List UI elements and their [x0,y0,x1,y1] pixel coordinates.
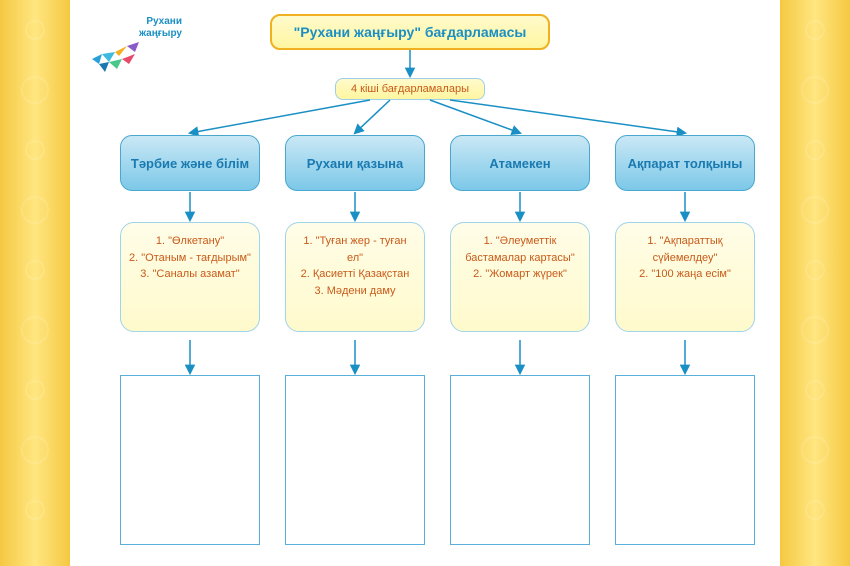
branch-box-1: Рухани қазына [285,135,425,191]
branch-box-0: Тәрбие және білім [120,135,260,191]
list-item: 1. "Әлеуметтік бастамалар картасы" [459,233,581,266]
subtitle-box: 4 кіші бағдарламалары [335,78,485,100]
detail-box-3: 1. "Ақпараттық сүйемелдеу" 2. "100 жаңа … [615,222,755,332]
empty-box-0 [120,375,260,545]
list-item: 2. Қасиетті Қазақстан [294,266,416,283]
list-item: 1. "Туған жер - туған ел" [294,233,416,266]
detail-box-0: 1. "Өлкетану" 2. "Отаным - тағдырым" 3. … [120,222,260,332]
diagram-content: Руханижаңғыру "Рухани жаңғыру" бағдарлам… [70,0,780,566]
ornament-left [0,0,70,566]
detail-box-2: 1. "Әлеуметтік бастамалар картасы" 2. "Ж… [450,222,590,332]
list-item: 1. "Өлкетану" [129,233,251,250]
list-item: 3. Мәдени даму [294,283,416,300]
list-item: 1. "Ақпараттық сүйемелдеу" [624,233,746,266]
list-item: 2. "100 жаңа есім" [624,266,746,283]
empty-box-3 [615,375,755,545]
branch-box-2: Атамекен [450,135,590,191]
logo: Руханижаңғыру [82,14,182,84]
ornament-right [780,0,850,566]
bird-icon [87,34,142,79]
detail-box-1: 1. "Туған жер - туған ел" 2. Қасиетті Қа… [285,222,425,332]
logo-text: Руханижаңғыру [139,16,182,40]
empty-box-2 [450,375,590,545]
branch-box-3: Ақпарат толқыны [615,135,755,191]
list-item: 3. "Саналы азамат" [129,266,251,283]
list-item: 2. "Жомарт жүрек" [459,266,581,283]
title-box: "Рухани жаңғыру" бағдарламасы [270,14,550,50]
list-item: 2. "Отаным - тағдырым" [129,250,251,267]
empty-box-1 [285,375,425,545]
